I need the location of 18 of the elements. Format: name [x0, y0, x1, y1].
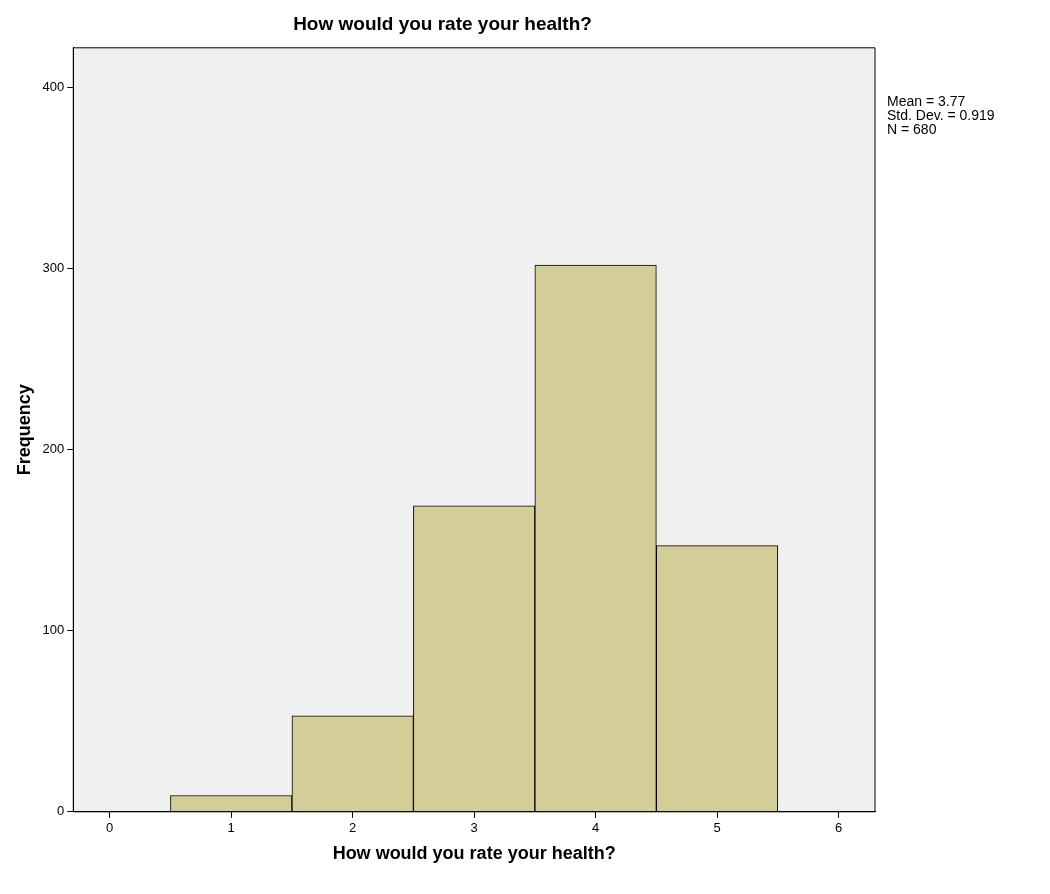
- y-axis-title: Frequency: [13, 384, 34, 476]
- y-tick-label: 0: [57, 803, 65, 819]
- text: N = 680: [887, 121, 938, 137]
- text: Mean = 3.77: [887, 93, 967, 109]
- x-tick-label: 5: [713, 820, 721, 836]
- y-tick-label: 300: [42, 260, 65, 276]
- x-tick-label: 3: [470, 820, 478, 836]
- x-tick-label: 4: [592, 820, 600, 836]
- x-axis-title: How would you rate your health?: [332, 843, 616, 864]
- x-tick-label: 6: [834, 820, 843, 836]
- y-tick-label: 100: [42, 622, 65, 638]
- text: Std. Dev. = 0.919: [887, 107, 995, 123]
- y-tick-label: 200: [42, 441, 65, 457]
- x-tick-label: 0: [106, 820, 114, 836]
- y-tick-label: 400: [42, 79, 65, 95]
- x-tick-label: 1: [227, 820, 235, 836]
- x-tick-label: 2: [349, 820, 357, 836]
- chart-title: How would you rate your health?: [293, 12, 592, 34]
